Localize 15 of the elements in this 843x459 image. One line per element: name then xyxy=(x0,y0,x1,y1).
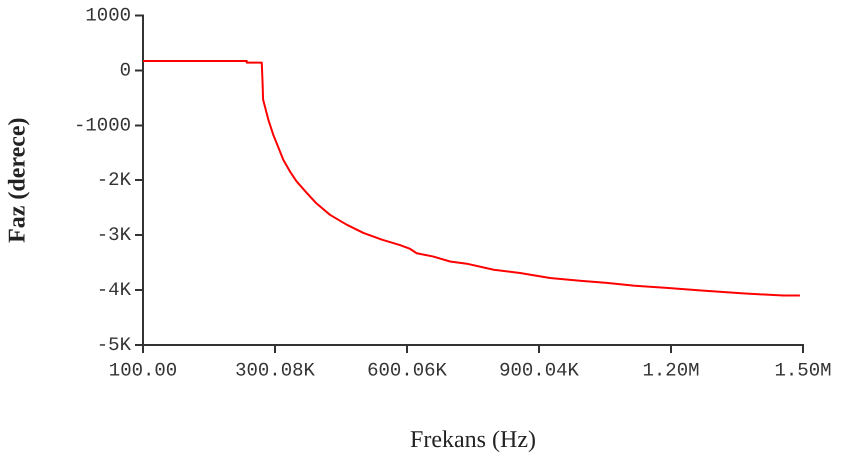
y-tick-label: 0 xyxy=(120,59,131,82)
y-tick-label: -3K xyxy=(96,224,132,246)
y-tick-label: -4K xyxy=(96,279,132,302)
y-tick-label: -5K xyxy=(96,334,132,356)
x-tick-label: 900.04K xyxy=(499,359,580,382)
x-axis-title: Frekans (Hz) xyxy=(410,426,536,453)
y-axis-title: Faz (derece) xyxy=(4,117,31,243)
x-tick-label: 600.06K xyxy=(367,359,448,382)
x-tick-label: 300.08K xyxy=(235,359,316,382)
x-tick-label: 1.50M xyxy=(774,359,832,382)
x-tick-label: 1.20M xyxy=(642,359,700,382)
y-tick-label: -2K xyxy=(96,169,132,192)
x-tick-label: 100.00 xyxy=(108,359,178,382)
y-tick-label: -1000 xyxy=(74,114,131,136)
y-tick-label: 1000 xyxy=(85,4,131,26)
